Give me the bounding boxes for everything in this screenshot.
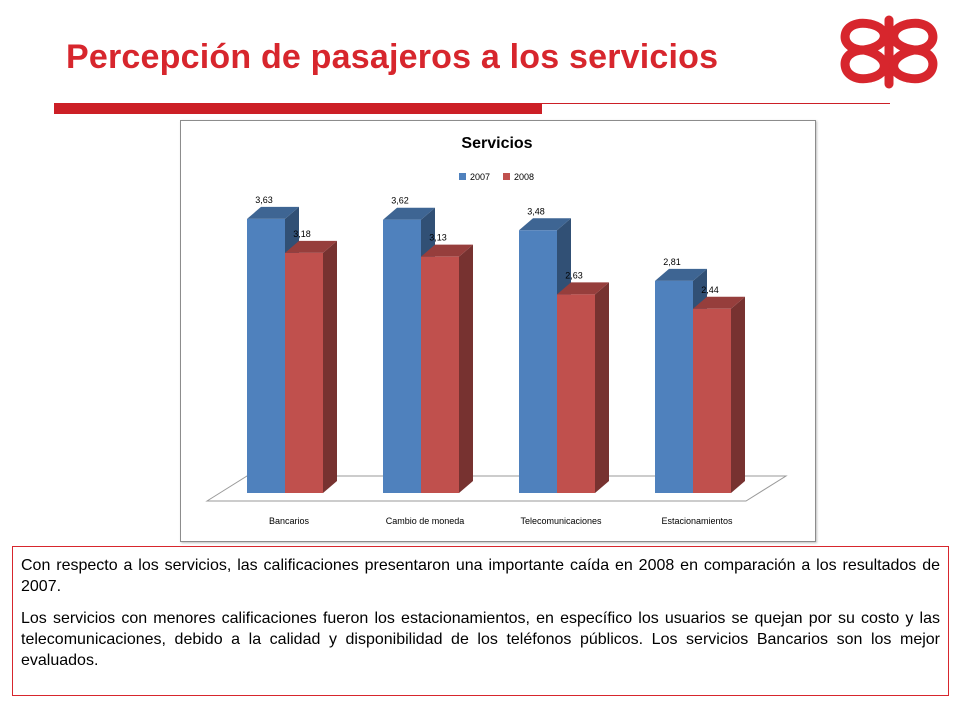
bar-2008-estacionamientos	[693, 308, 731, 493]
bar-top-2008-telecomunicaciones	[557, 282, 609, 295]
data-label-2007-bancarios: 3,63	[255, 195, 273, 205]
category-label-bancarios: Bancarios	[269, 516, 310, 526]
bar-2007-bancarios	[247, 218, 285, 493]
category-label-telecomunicaciones: Telecomunicaciones	[520, 516, 602, 526]
category-label-estacionamientos: Estacionamientos	[661, 516, 733, 526]
bar-side-2008-cambio-de-moneda	[459, 244, 473, 493]
red-interlocking-loops-logo	[840, 15, 938, 89]
bar-2007-estacionamientos	[655, 280, 693, 493]
bar-2007-telecomunicaciones	[519, 230, 557, 493]
commentary-textbox: Con respecto a los servicios, las califi…	[12, 546, 949, 696]
chart-title: Servicios	[461, 135, 532, 152]
legend-swatch-2007	[459, 173, 466, 180]
bar-side-2008-estacionamientos	[731, 296, 745, 493]
legend-swatch-2008	[503, 173, 510, 180]
title-underline-thick	[54, 103, 542, 114]
bar-chart: Servicios 2007 2008 3,63 3,18 Bancarios 3,62 3,…	[205, 135, 788, 526]
bar-top-2007-telecomunicaciones	[519, 218, 571, 231]
commentary-paragraph-2: Los servicios con menores calificaciones…	[21, 610, 940, 669]
category-label-cambio-de-moneda: Cambio de moneda	[386, 516, 465, 526]
bar-2007-cambio-de-moneda	[383, 219, 421, 493]
chart-floor	[205, 475, 788, 502]
bar-side-2008-telecomunicaciones	[595, 282, 609, 493]
legend-label-2008: 2008	[514, 172, 534, 182]
bar-top-2007-cambio-de-moneda	[383, 207, 435, 220]
bar-top-2008-bancarios	[285, 240, 337, 253]
slide-title: Percepción de pasajeros a los servicios	[66, 38, 719, 76]
bar-top-2008-estacionamientos	[693, 296, 745, 309]
bar-side-2008-bancarios	[323, 240, 337, 493]
data-label-2007-cambio-de-moneda: 3,62	[391, 196, 409, 206]
data-label-2008-bancarios: 3,18	[293, 229, 311, 239]
data-label-2007-telecomunicaciones: 3,48	[527, 206, 545, 216]
data-label-2008-telecomunicaciones: 2,63	[565, 270, 583, 280]
chart-frame: Servicios 2007 2008 3,63 3,18 Bancarios 3,62 3,…	[180, 120, 816, 542]
legend-label-2007: 2007	[470, 172, 490, 182]
bar-2008-bancarios	[285, 252, 323, 493]
data-label-2008-estacionamientos: 2,44	[701, 285, 719, 295]
bar-2008-telecomunicaciones	[557, 294, 595, 493]
bar-top-2007-bancarios	[247, 206, 299, 219]
data-label-2008-cambio-de-moneda: 3,13	[429, 233, 447, 243]
bar-top-2007-estacionamientos	[655, 268, 707, 281]
data-label-2007-estacionamientos: 2,81	[663, 257, 681, 267]
bar-2008-cambio-de-moneda	[421, 256, 459, 493]
commentary-paragraph-1: Con respecto a los servicios, las califi…	[21, 557, 940, 595]
title-underline-thin	[542, 103, 890, 104]
bar-top-2008-cambio-de-moneda	[421, 244, 473, 257]
